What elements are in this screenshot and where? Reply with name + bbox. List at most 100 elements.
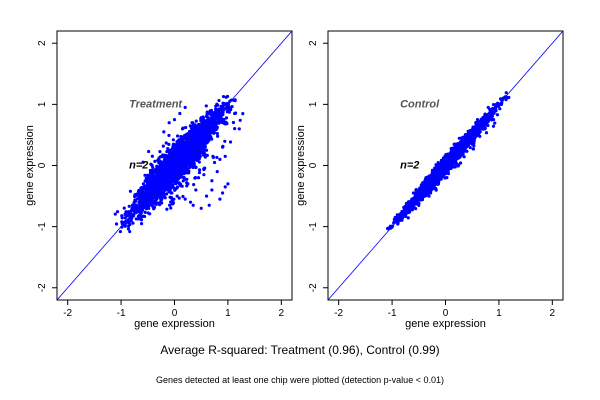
point-cloud [113, 94, 245, 234]
data-point [191, 129, 195, 133]
data-point [202, 167, 206, 172]
data-point [150, 163, 154, 167]
data-point [168, 203, 172, 207]
data-point [120, 216, 124, 220]
data-point [212, 160, 217, 165]
data-point [137, 207, 142, 211]
data-point [114, 222, 119, 226]
data-point [131, 213, 135, 217]
data-point [194, 131, 199, 135]
data-point [218, 157, 222, 161]
data-point [150, 180, 154, 184]
data-point [210, 137, 214, 141]
data-point [188, 148, 192, 152]
data-point [172, 118, 177, 122]
data-point [184, 164, 188, 169]
data-point [171, 201, 176, 205]
data-point [181, 179, 185, 183]
data-point [164, 192, 169, 196]
data-point [113, 212, 117, 216]
data-point [211, 111, 215, 115]
data-point [471, 125, 475, 129]
sample-size-label: n=2 [129, 160, 148, 172]
data-point [205, 123, 209, 127]
data-point [200, 151, 204, 155]
data-point [164, 141, 168, 145]
data-point [149, 203, 153, 207]
data-point [221, 94, 226, 99]
data-point [237, 127, 241, 131]
data-point [179, 140, 183, 145]
data-point [171, 138, 175, 142]
data-point [215, 102, 219, 106]
data-point [201, 148, 206, 152]
data-point [217, 98, 221, 103]
data-point [231, 120, 236, 125]
data-point [183, 148, 188, 152]
data-point [232, 98, 236, 102]
data-point [140, 198, 144, 203]
data-point [184, 134, 188, 138]
data-point [150, 182, 155, 187]
data-point [158, 165, 162, 169]
data-point [168, 162, 172, 166]
data-point [125, 214, 129, 218]
data-point [402, 205, 406, 210]
data-point [174, 144, 179, 149]
data-point [168, 149, 172, 153]
data-point [396, 222, 400, 226]
data-point [194, 119, 198, 123]
data-point [198, 136, 203, 140]
data-point [158, 184, 163, 188]
data-point [176, 148, 181, 153]
data-point [163, 196, 167, 200]
data-point [141, 193, 146, 197]
data-point [183, 105, 187, 110]
data-point [141, 182, 146, 186]
data-point [194, 165, 198, 169]
data-point [164, 175, 168, 179]
data-point [141, 208, 145, 212]
data-point [156, 179, 160, 183]
data-point [221, 110, 225, 114]
data-point [163, 153, 167, 157]
data-point [180, 127, 185, 131]
data-point [224, 116, 229, 120]
data-point [190, 121, 194, 125]
data-point [192, 135, 196, 139]
data-point [136, 189, 141, 193]
data-point [121, 220, 125, 225]
data-point [197, 160, 201, 164]
data-point [173, 171, 177, 175]
data-point [204, 148, 209, 152]
data-point [167, 121, 171, 125]
data-point [468, 145, 472, 150]
data-point [142, 191, 146, 195]
data-point [210, 188, 214, 192]
data-point [152, 199, 156, 203]
y-tick-label: -2 [37, 283, 48, 292]
data-point [184, 125, 188, 130]
data-point [180, 151, 184, 155]
data-point [197, 153, 201, 157]
data-point [188, 132, 192, 136]
data-point [141, 202, 146, 207]
data-point [152, 205, 157, 210]
data-point [169, 206, 173, 210]
data-point [208, 109, 212, 113]
y-axis-label: gene expression [24, 125, 36, 206]
data-point [172, 158, 176, 162]
data-point [226, 182, 230, 186]
data-point [220, 145, 225, 149]
data-point [156, 158, 160, 162]
x-tick-label: 1 [225, 308, 231, 319]
data-point [146, 211, 150, 215]
data-point [141, 214, 145, 218]
data-point [149, 177, 153, 181]
data-point [131, 203, 135, 207]
data-point [427, 194, 431, 198]
data-point [204, 194, 209, 198]
data-point [144, 199, 148, 203]
data-point [153, 179, 157, 183]
